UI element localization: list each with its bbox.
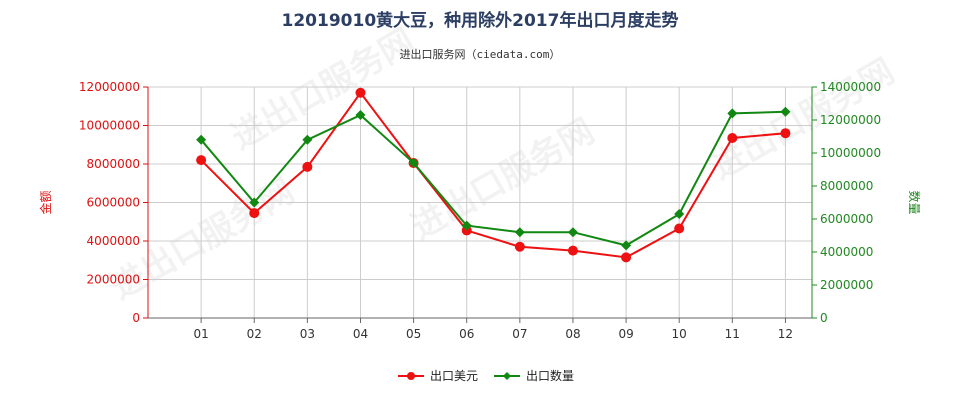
data-point-circle [674, 223, 685, 234]
data-point-diamond [302, 134, 313, 145]
data-point-circle [621, 252, 632, 263]
data-point-diamond [727, 108, 738, 119]
left-tick-label: 6000000 [87, 196, 140, 210]
data-point-diamond [461, 220, 472, 231]
chart-title: 12019010黄大豆，种用除外2017年出口月度走势 [281, 11, 679, 31]
data-point-diamond [355, 110, 366, 121]
data-point-diamond [780, 106, 791, 117]
data-point-diamond [408, 157, 419, 168]
left-tick-label: 8000000 [87, 157, 140, 171]
right-tick-label: 12000000 [820, 113, 881, 127]
data-point-circle [514, 241, 525, 252]
left-tick-label: 10000000 [79, 119, 140, 133]
data-point-circle [567, 245, 578, 256]
data-point-circle [780, 128, 791, 139]
x-tick-label: 11 [725, 327, 740, 341]
right-tick-label: 2000000 [820, 278, 873, 292]
left-axis-title: 金额 [38, 190, 53, 214]
watermark-text: 进出口服务网 [405, 111, 602, 248]
x-tick-label: 07 [512, 327, 527, 341]
x-tick-label: 09 [618, 327, 633, 341]
chart-subtitle: 进出口服务网（ciedata.com） [399, 48, 561, 61]
x-tick-label: 06 [459, 327, 474, 341]
x-tick-label: 01 [193, 327, 208, 341]
left-tick-label: 0 [132, 311, 140, 325]
legend: 出口美元 出口数量 [398, 368, 574, 383]
right-tick-label: 4000000 [820, 245, 873, 259]
right-tick-label: 8000000 [820, 179, 873, 193]
data-point-diamond [249, 197, 260, 208]
x-tick-label: 05 [406, 327, 421, 341]
x-tick-label: 08 [565, 327, 580, 341]
data-point-circle [196, 155, 207, 166]
right-axis-title: 数量 [907, 190, 922, 214]
x-tick-label: 04 [353, 327, 368, 341]
legend-label-1: 出口美元 [430, 369, 478, 383]
left-tick-label: 4000000 [87, 234, 140, 248]
series [196, 87, 791, 263]
data-point-circle [249, 208, 260, 219]
data-point-diamond [567, 227, 578, 238]
right-tick-label: 0 [820, 311, 828, 325]
data-point-diamond [196, 134, 207, 145]
data-point-diamond [514, 227, 525, 238]
axes: 0200000040000006000000800000010000000120… [38, 80, 922, 341]
data-point-diamond [674, 209, 685, 220]
x-tick-label: 02 [247, 327, 262, 341]
legend-label-2: 出口数量 [526, 368, 574, 383]
x-tick-label: 03 [300, 327, 315, 341]
data-point-circle [727, 133, 738, 144]
x-tick-label: 10 [672, 327, 687, 341]
x-tick-label: 12 [778, 327, 793, 341]
right-tick-label: 10000000 [820, 146, 881, 160]
legend-marker-diamond [503, 372, 511, 380]
data-point-circle [302, 161, 313, 172]
right-tick-label: 14000000 [820, 80, 881, 94]
series-line-1 [200, 91, 786, 259]
data-point-circle [355, 87, 366, 98]
right-tick-label: 6000000 [820, 212, 873, 226]
left-tick-label: 2000000 [87, 273, 140, 287]
series-line-2 [200, 110, 786, 247]
data-point-diamond [621, 240, 632, 251]
legend-marker-circle [407, 372, 415, 380]
left-tick-label: 12000000 [79, 80, 140, 94]
